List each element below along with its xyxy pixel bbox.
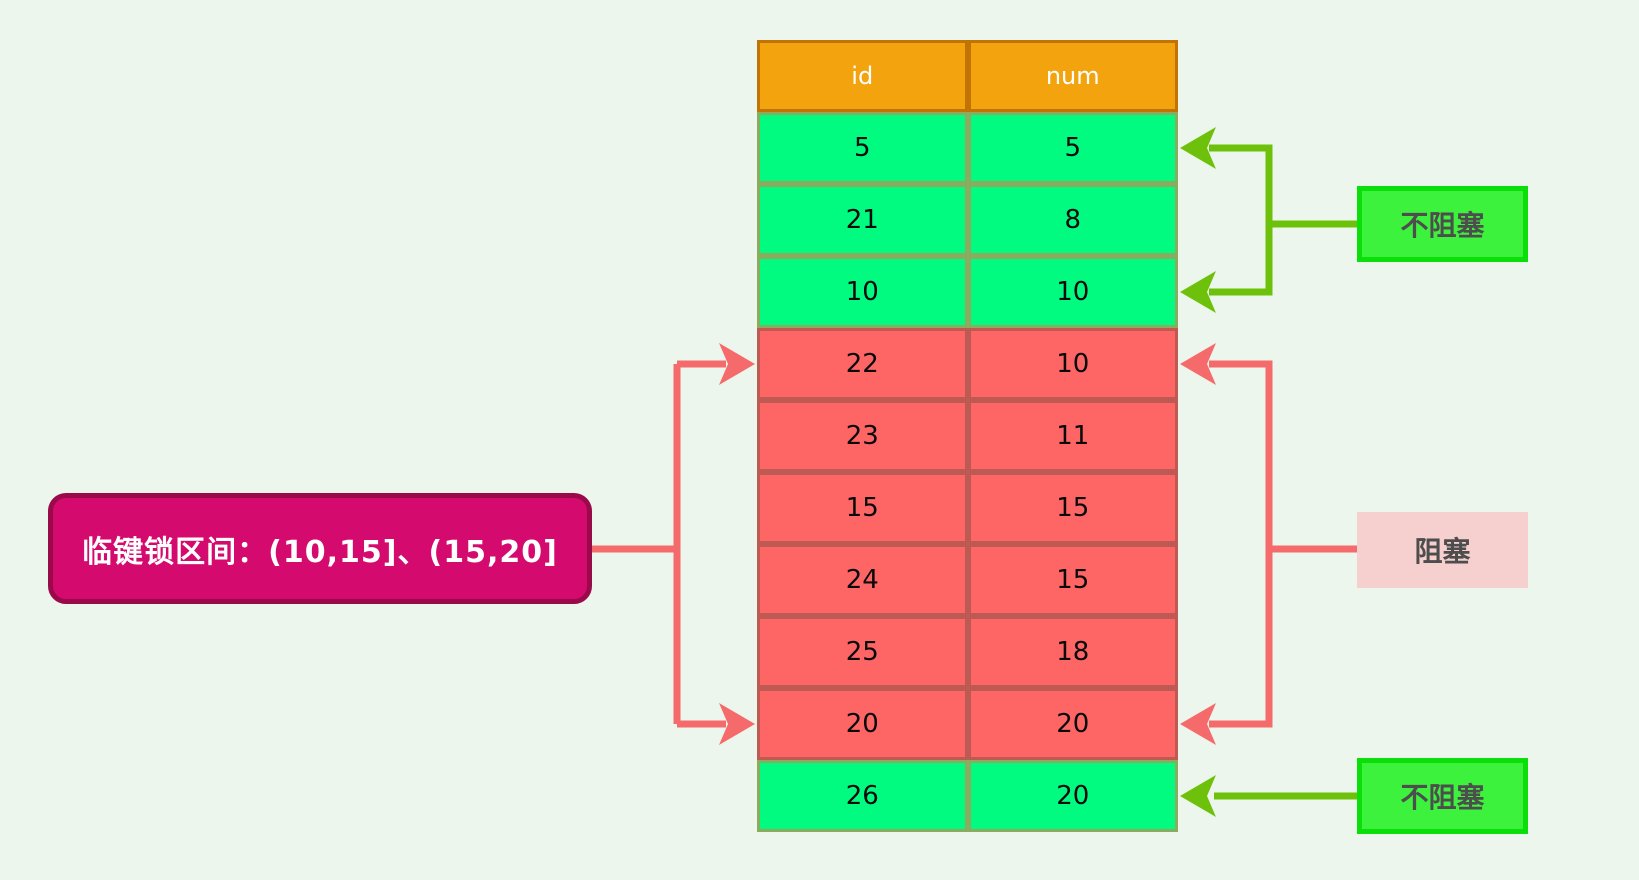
table-row: 21 8 bbox=[757, 184, 1178, 256]
cell-num: 20 bbox=[967, 760, 1178, 832]
cell-id: 25 bbox=[757, 616, 968, 688]
column-header-id: id bbox=[757, 40, 968, 112]
cell-num: 15 bbox=[967, 472, 1178, 544]
data-table: id num 5 5 21 8 10 10 22 10 23 11 15 15 24 15 25 18 20 20… bbox=[757, 40, 1178, 832]
blocking-bracket-right bbox=[1180, 343, 1357, 745]
non-blocking-arrow-bottom bbox=[1180, 775, 1357, 817]
blocking-label: 阻塞 bbox=[1357, 512, 1528, 588]
table-row: 15 15 bbox=[757, 472, 1178, 544]
lock-range-callout: 临键锁区间：(10,15]、(15,20] bbox=[48, 493, 592, 604]
non-blocking-label-bottom: 不阻塞 bbox=[1357, 758, 1528, 834]
cell-id: 23 bbox=[757, 400, 968, 472]
table-row: 10 10 bbox=[757, 256, 1178, 328]
non-blocking-label-top: 不阻塞 bbox=[1357, 186, 1528, 262]
table-row: 24 15 bbox=[757, 544, 1178, 616]
cell-num: 5 bbox=[967, 112, 1178, 184]
table-row: 23 11 bbox=[757, 400, 1178, 472]
cell-num: 10 bbox=[967, 328, 1178, 400]
table-row: 20 20 bbox=[757, 688, 1178, 760]
cell-id: 5 bbox=[757, 112, 968, 184]
table-row: 22 10 bbox=[757, 328, 1178, 400]
cell-id: 15 bbox=[757, 472, 968, 544]
table-row: 26 20 bbox=[757, 760, 1178, 832]
lock-range-bracket-left bbox=[592, 343, 755, 745]
table-row: 25 18 bbox=[757, 616, 1178, 688]
cell-id: 21 bbox=[757, 184, 968, 256]
table-body: 5 5 21 8 10 10 22 10 23 11 15 15 24 15 25 18 20 20 26 20 bbox=[757, 112, 1178, 832]
cell-id: 26 bbox=[757, 760, 968, 832]
cell-id: 24 bbox=[757, 544, 968, 616]
cell-id: 20 bbox=[757, 688, 968, 760]
cell-id: 22 bbox=[757, 328, 968, 400]
column-header-num: num bbox=[967, 40, 1178, 112]
cell-num: 20 bbox=[967, 688, 1178, 760]
cell-num: 8 bbox=[967, 184, 1178, 256]
cell-num: 10 bbox=[967, 256, 1178, 328]
cell-num: 11 bbox=[967, 400, 1178, 472]
table-header-row: id num bbox=[757, 40, 1178, 112]
cell-num: 15 bbox=[967, 544, 1178, 616]
cell-num: 18 bbox=[967, 616, 1178, 688]
cell-id: 10 bbox=[757, 256, 968, 328]
non-blocking-bracket-top bbox=[1180, 127, 1357, 313]
